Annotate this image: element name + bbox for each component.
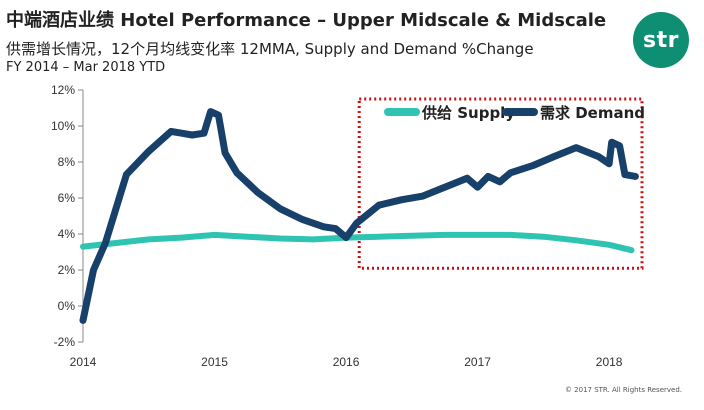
y-tick-label: 6% [58, 191, 76, 205]
y-tick-label: 12% [51, 83, 75, 97]
x-tick-label: 2018 [596, 355, 623, 369]
y-tick-label: 2% [58, 263, 76, 277]
y-tick-label: 8% [58, 155, 76, 169]
x-tick-label: 2015 [201, 355, 228, 369]
x-tick-label: 2017 [464, 355, 491, 369]
legend-supply-label: 供给 Supply [421, 104, 515, 122]
str-logo: str [633, 12, 689, 68]
y-tick-label: 4% [58, 227, 76, 241]
x-tick-label: 2014 [70, 355, 97, 369]
y-tick-label: 10% [51, 119, 75, 133]
demand-series-line [79, 108, 639, 324]
legend-demand-label: 需求 Demand [540, 104, 645, 122]
supply-series-line [80, 231, 635, 254]
x-tick-label: 2016 [333, 355, 360, 369]
y-tick-label: -2% [54, 335, 76, 349]
chart-period: FY 2014 – Mar 2018 YTD [6, 60, 166, 75]
copyright-text: © 2017 STR. All Rights Reserved. [564, 386, 682, 394]
chart-subtitle: 供需增长情况，12个月均线变化率 12MMA, Supply and Deman… [6, 40, 534, 58]
highlight-box [357, 97, 644, 270]
chart-title: 中端酒店业绩 Hotel Performance – Upper Midscal… [6, 10, 607, 31]
y-tick-label: 0% [58, 299, 76, 313]
